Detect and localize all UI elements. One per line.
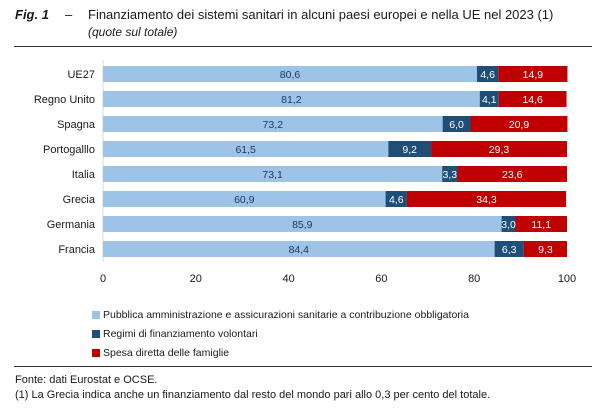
data-label: 6,3 (502, 244, 517, 256)
figure-label: Fig. 1 (15, 7, 49, 22)
footnote: (1) La Grecia indica anche un finanziame… (15, 389, 491, 401)
bar-segment-public (103, 66, 477, 82)
bar-segment-voluntary (442, 116, 471, 132)
data-label: 73,1 (262, 169, 283, 181)
category-label: UE27 (67, 69, 95, 81)
bar-segment-out-of-pocket (523, 241, 567, 257)
category-label: Spagna (57, 119, 96, 131)
data-label: 4,6 (480, 69, 495, 81)
x-tick-label: 0 (100, 273, 106, 285)
legend-swatch-out-of-pocket (92, 348, 100, 357)
data-label: 84,4 (289, 244, 310, 256)
stacked-bar-chart: UE27 80,6 4,6 14,9 Regno Unito 81,2 4,1 14,6 Spa… (34, 60, 576, 285)
data-label: 80,6 (280, 69, 301, 81)
bottom-rule (14, 366, 592, 367)
data-label: 34,3 (476, 194, 497, 206)
data-label: 20,9 (509, 119, 530, 131)
category-label: Germania (47, 219, 96, 231)
category-label: Grecia (63, 194, 96, 206)
data-label: 4,6 (389, 194, 404, 206)
bar-segment-out-of-pocket (515, 216, 567, 232)
data-label: 4,1 (482, 94, 497, 106)
bar-segment-voluntary (479, 91, 499, 107)
bar-segment-voluntary (385, 191, 407, 207)
data-label: 14,9 (523, 69, 544, 81)
legend-item-out-of-pocket: Spesa diretta delle famiglie (92, 343, 469, 362)
data-label: 23,6 (502, 169, 523, 181)
data-label: 3,0 (501, 219, 516, 231)
data-label: 73,2 (263, 119, 284, 131)
bar-segment-public (103, 216, 502, 232)
figure-dash: – (65, 7, 73, 22)
top-rule (14, 46, 592, 47)
bar-segment-out-of-pocket (470, 116, 568, 132)
figure-subtitle: (quote sul totale) (88, 25, 178, 39)
legend-item-public: Pubblica amministrazione e assicurazioni… (92, 305, 469, 324)
bar-segment-public (103, 166, 443, 182)
bar-segment-out-of-pocket (498, 66, 568, 82)
figure-title: Finanziamento dei sistemi sanitari in al… (88, 7, 554, 22)
bar-segment-public (103, 116, 443, 132)
bar-segment-voluntary (442, 166, 458, 182)
data-label: 3,3 (443, 169, 458, 181)
category-label: Regno Unito (34, 94, 95, 106)
bar-segment-voluntary (494, 241, 524, 257)
legend: Pubblica amministrazione e assicurazioni… (92, 305, 469, 362)
data-label: 14,6 (522, 94, 543, 106)
x-tick-label: 60 (375, 273, 387, 285)
x-tick-label: 40 (282, 273, 294, 285)
data-label: 9,3 (538, 244, 553, 256)
x-tick-label: 80 (468, 273, 480, 285)
data-label: 81,2 (281, 94, 302, 106)
category-label: Italia (72, 169, 96, 181)
bar-segment-voluntary (388, 141, 432, 157)
data-label: 11,1 (531, 219, 551, 231)
notes: Fonte: dati Eurostat e OCSE. (1) La Grec… (15, 373, 490, 403)
data-label: 61,5 (235, 144, 256, 156)
bar-segment-public (103, 191, 386, 207)
category-label: Portogalllo (43, 144, 95, 156)
legend-label-out-of-pocket: Spesa diretta delle famiglie (103, 346, 230, 359)
x-tick-label: 20 (190, 273, 202, 285)
bar-segment-voluntary (501, 216, 516, 232)
bar-segment-public (103, 141, 389, 157)
bar-segment-out-of-pocket (498, 91, 567, 107)
bar-segment-out-of-pocket (431, 141, 567, 157)
data-label: 85,9 (292, 219, 313, 231)
data-label: 6,0 (449, 119, 464, 131)
legend-label-public: Pubblica amministrazione e assicurazioni… (103, 308, 469, 321)
legend-item-voluntary: Regimi di finanziamento volontari (92, 324, 469, 343)
x-tick-label: 100 (558, 273, 576, 285)
bar-segment-out-of-pocket (406, 191, 567, 207)
data-label: 29,3 (489, 144, 510, 156)
category-label: Francia (58, 244, 96, 256)
bar-segment-public (103, 91, 480, 107)
bar-segment-voluntary (476, 66, 499, 82)
data-label: 60,9 (234, 194, 255, 206)
data-label: 9,2 (402, 144, 417, 156)
bar-segment-public (103, 241, 495, 257)
bar-segment-out-of-pocket (457, 166, 567, 182)
legend-label-voluntary: Regimi di finanziamento volontari (103, 327, 258, 340)
legend-swatch-public (92, 310, 100, 319)
source-note: Fonte: dati Eurostat e OCSE. (15, 374, 158, 386)
legend-swatch-voluntary (92, 329, 100, 338)
